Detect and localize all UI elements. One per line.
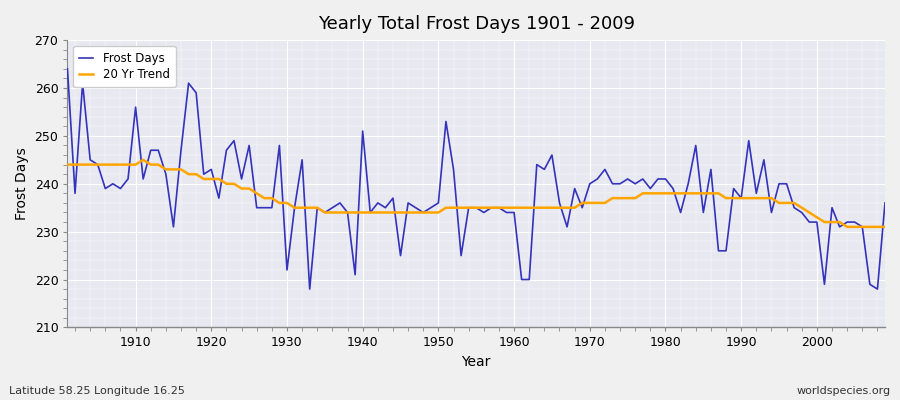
20 Yr Trend	[879, 224, 890, 229]
20 Yr Trend	[62, 162, 73, 167]
20 Yr Trend	[138, 158, 148, 162]
20 Yr Trend	[508, 205, 519, 210]
Text: worldspecies.org: worldspecies.org	[796, 386, 891, 396]
Y-axis label: Frost Days: Frost Days	[15, 147, 29, 220]
20 Yr Trend	[342, 210, 353, 215]
Line: Frost Days: Frost Days	[68, 69, 885, 289]
Frost Days	[62, 66, 73, 71]
20 Yr Trend	[842, 224, 852, 229]
Frost Days	[304, 287, 315, 292]
Frost Days	[342, 210, 353, 215]
20 Yr Trend	[608, 196, 618, 200]
Legend: Frost Days, 20 Yr Trend: Frost Days, 20 Yr Trend	[74, 46, 176, 87]
Frost Days	[289, 205, 300, 210]
X-axis label: Year: Year	[462, 355, 490, 369]
Frost Days	[608, 181, 618, 186]
Text: Latitude 58.25 Longitude 16.25: Latitude 58.25 Longitude 16.25	[9, 386, 184, 396]
Line: 20 Yr Trend: 20 Yr Trend	[68, 160, 885, 227]
Frost Days	[122, 176, 133, 181]
20 Yr Trend	[517, 205, 527, 210]
Frost Days	[517, 277, 527, 282]
Title: Yearly Total Frost Days 1901 - 2009: Yearly Total Frost Days 1901 - 2009	[318, 15, 634, 33]
Frost Days	[508, 210, 519, 215]
Frost Days	[879, 200, 890, 205]
20 Yr Trend	[122, 162, 133, 167]
20 Yr Trend	[297, 205, 308, 210]
